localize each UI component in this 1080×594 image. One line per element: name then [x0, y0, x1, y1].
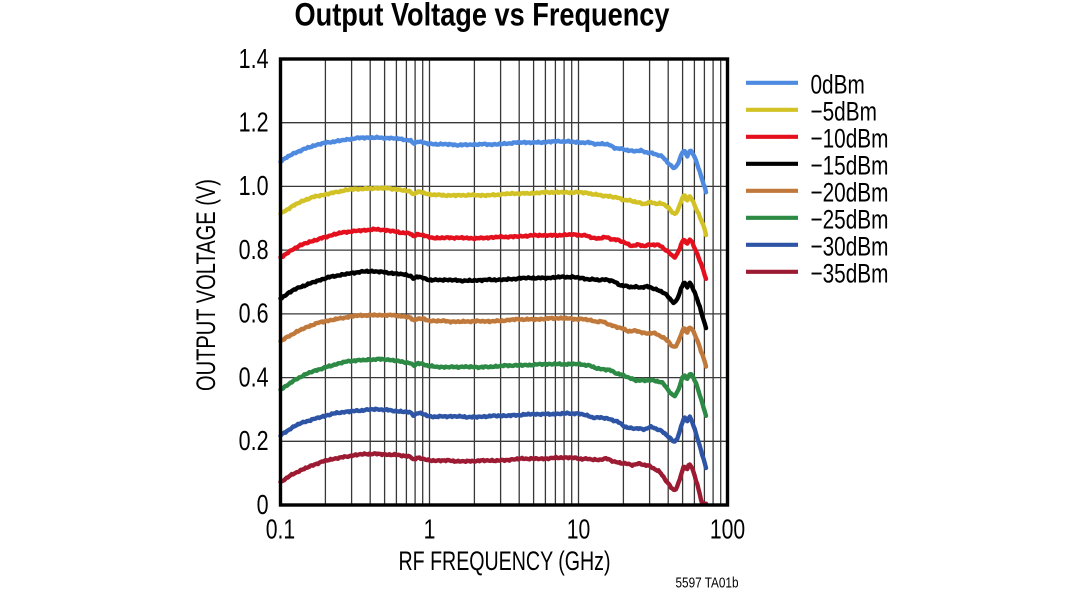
svg-text:0dBm: 0dBm — [811, 70, 865, 100]
svg-text:10: 10 — [567, 515, 591, 545]
svg-text:0.8: 0.8 — [239, 235, 269, 265]
svg-text:1.4: 1.4 — [239, 44, 269, 74]
svg-text:5597 TA01b: 5597 TA01b — [676, 576, 739, 592]
svg-text:RF FREQUENCY (GHz): RF FREQUENCY (GHz) — [399, 546, 611, 576]
svg-text:Output Voltage vs Frequency: Output Voltage vs Frequency — [295, 0, 670, 33]
svg-text:0: 0 — [257, 490, 269, 520]
svg-text:OUTPUT VOLTAGE (V): OUTPUT VOLTAGE (V) — [191, 179, 221, 391]
svg-text:−25dBm: −25dBm — [811, 205, 889, 235]
svg-text:−30dBm: −30dBm — [811, 232, 889, 262]
svg-text:0.2: 0.2 — [239, 427, 269, 457]
svg-text:−20dBm: −20dBm — [811, 178, 889, 208]
svg-text:1.2: 1.2 — [239, 108, 269, 138]
svg-text:0.1: 0.1 — [266, 515, 295, 545]
svg-text:100: 100 — [710, 515, 745, 545]
svg-text:0.6: 0.6 — [239, 299, 269, 329]
svg-text:1: 1 — [424, 515, 436, 545]
svg-text:0.4: 0.4 — [239, 363, 269, 393]
svg-text:−35dBm: −35dBm — [811, 259, 889, 289]
svg-text:−5dBm: −5dBm — [811, 97, 877, 127]
svg-text:−10dBm: −10dBm — [811, 124, 889, 154]
svg-text:−15dBm: −15dBm — [811, 151, 889, 181]
svg-text:1.0: 1.0 — [239, 172, 269, 202]
